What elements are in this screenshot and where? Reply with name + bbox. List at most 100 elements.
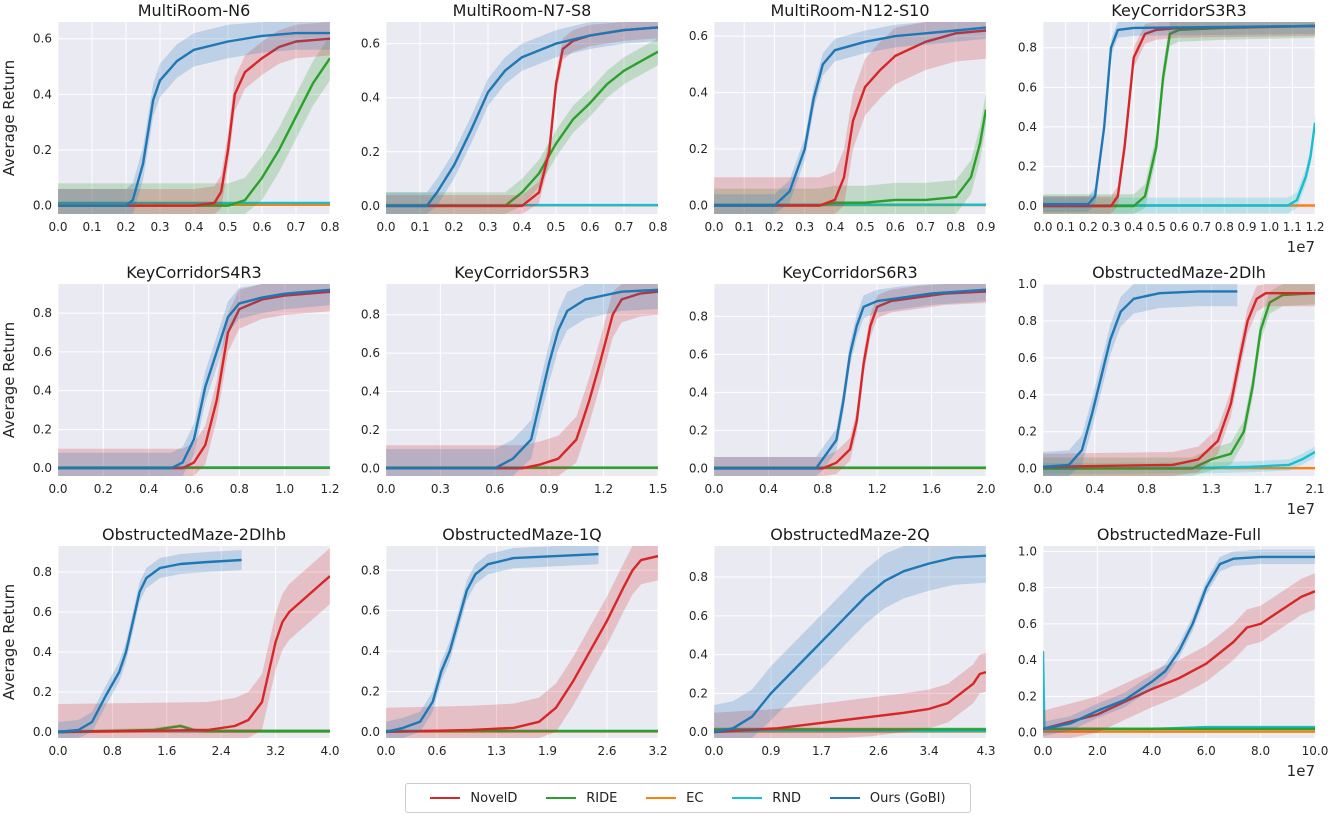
y-axis-label: Average Return [0,584,18,700]
y-tick-label: 0.2 [689,423,708,437]
y-tick-label: 0.0 [689,725,708,739]
x-tick-label: 0.4 [825,220,844,234]
legend-label-gobi: Ours (GoBI) [869,790,946,806]
x-tick-label: 0.2 [116,220,135,234]
band-ours-gobi [58,550,242,738]
x-tick-label: 0.4 [512,220,531,234]
y-tick-label: 0.4 [689,385,708,399]
x-tick-label: 4.0 [320,744,339,758]
x-tick-label: 0.0 [1033,482,1052,496]
line-ride [58,57,330,207]
figure-canvas: 0.0 0.1 0.2 0.3 0.4 0.5 0.6 0.7 0.80.00.20.40.6M… [0,1,1328,780]
y-tick-label: 0.6 [1018,80,1037,94]
x-tick-label: 0.3 [478,220,497,234]
x-tick-label: 0.5 [1147,220,1166,234]
x-tick-label: 0.0 [704,482,723,496]
x-tick-label: 0.7 [1192,220,1211,234]
x-tick-label: 1.2 [320,482,339,496]
x-tick-label: 0.3 [1101,220,1120,234]
y-tick-label: 0.4 [361,91,380,105]
x-tick-label: 0.6 [485,482,504,496]
line-ours-gobi [1043,290,1238,468]
y-axis-label: Average Return [0,60,18,176]
y-tick-label: 0.0 [1018,462,1037,476]
x-tick-label: 0.0 [48,482,67,496]
line-ours-gobi [1043,24,1315,206]
x-tick-label: 0.6 [184,482,203,496]
line-ours-gobi [714,288,986,470]
y-tick-label: 0.6 [361,37,380,51]
band-noveld [58,22,330,214]
line-ours-gobi [1043,555,1315,731]
x-tick-label: 1.5 [648,482,667,496]
x-tick-label: 0.8 [1215,220,1234,234]
band-ride [1043,22,1315,214]
x-tick-label: 0.2 [1079,220,1098,234]
legend-swatch-gobi [829,797,860,799]
x-tick-label: 0.0 [48,744,67,758]
y-tick-label: 0.0 [689,199,708,213]
y-tick-label: 1.0 [1018,277,1037,291]
x-tick-label: 1.6 [922,482,941,496]
line-noveld [58,290,330,470]
x-tick-label: 0.3 [431,482,450,496]
legend-item-rnd: RND [732,791,801,806]
y-tick-label: 0.8 [689,309,708,323]
subplot-11: 0.0 0.9 1.7 2.6 3.4 4.3 0.0 0.2 0.4 0.6 0.8 Obstruc… [689,525,996,758]
y-tick-label: 0.8 [33,565,52,579]
y-tick-label: 0.6 [33,345,52,359]
x-tick-label: 0.0 [376,220,395,234]
legend: NovelD RIDE EC RND Ours (GoBI) [405,783,971,813]
x-tick-label: 0.6 [580,220,599,234]
x-tick-label: 2.6 [869,744,888,758]
y-tick-label: 0.6 [689,609,708,623]
x-tick-label: 0.3 [150,220,169,234]
band-ride [58,35,330,214]
legend-swatch-rnd [732,797,763,799]
subplot-title: KeyCorridorS5R3 [454,263,589,282]
band-noveld [714,22,986,214]
legend-swatch-ride [546,797,577,799]
x-tick-label: 0.0 [376,482,395,496]
y-tick-label: 0.4 [361,644,380,658]
x-tick-label: 0.1 [1056,220,1075,234]
legend-item-gobi: Ours (GoBI) [829,790,946,806]
y-tick-label: 0.8 [33,306,52,320]
x-tick-label: 0.4 [184,220,203,234]
y-tick-label: 0.6 [361,346,380,360]
x-scale-label: 1e7 [1287,238,1315,256]
x-tick-label: 0.4 [1085,482,1104,496]
x-tick-label: 10.0 [1302,744,1329,758]
band-noveld [1043,284,1315,476]
y-tick-label: 0.0 [1018,199,1037,213]
legend-label-noveld: NovelD [470,790,518,806]
x-tick-label: 0.8 [648,220,667,234]
x-tick-label: 0.6 [886,220,905,234]
x-tick-label: 0.9 [761,744,780,758]
x-tick-label: 0.8 [1137,482,1156,496]
band-ours-gobi [714,22,986,214]
x-tick-label: 0.8 [946,220,965,234]
y-tick-label: 0.6 [1018,351,1037,365]
subplot-title: KeyCorridorS4R3 [126,263,261,282]
subplot-4: 0.0 0.1 0.2 0.3 0.4 0.5 0.6 0.7 0.8 0.9 1.0 1.1 1.20… [1018,1,1325,256]
y-tick-label: 0.0 [361,461,380,475]
subplot-12: 0.0 2.0 4.0 6.0 8.0 10.0 0.0 0.2 0.4 0.6 0.8 1.0 Obs… [1018,525,1328,780]
y-tick-label: 0.6 [1018,617,1037,631]
x-tick-label: 0.8 [813,482,832,496]
x-tick-label: 4.3 [976,744,995,758]
y-tick-label: 0.0 [1018,726,1037,740]
x-tick-label: 0.7 [614,220,633,234]
y-tick-label: 0.6 [33,605,52,619]
band-ours-gobi [1043,284,1238,476]
x-tick-label: 0.1 [82,220,101,234]
band-ride [714,92,986,214]
y-tick-label: 0.2 [33,685,52,699]
y-tick-label: 0.4 [33,384,52,398]
band-ride [1043,284,1315,476]
y-tick-label: 1.0 [1018,544,1037,558]
band-ours-gobi [386,284,658,476]
x-tick-label: 0.8 [103,744,122,758]
line-ours-gobi [58,31,330,207]
x-scale-label: 1e7 [1287,762,1315,780]
